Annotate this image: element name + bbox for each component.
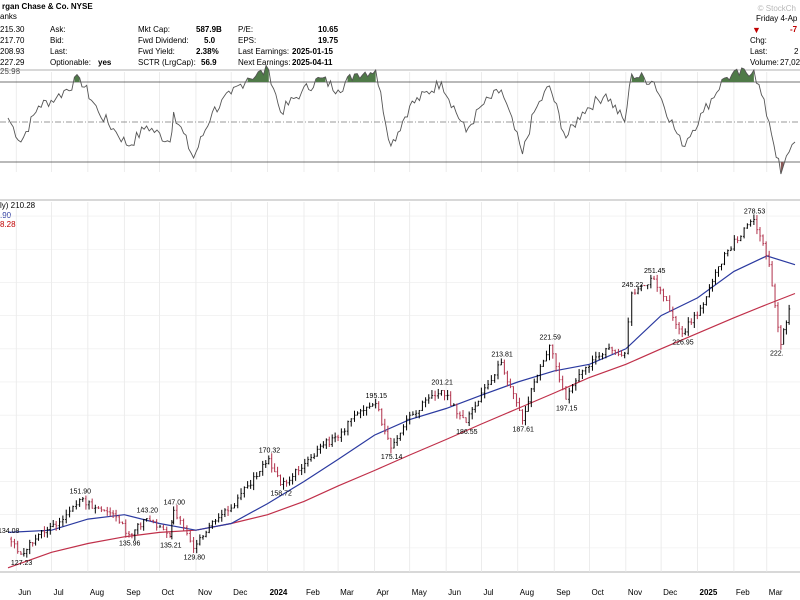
- x-tick-label: Jul: [53, 588, 63, 597]
- down-arrow-icon: ▼: [752, 25, 761, 35]
- price-annotation: 187.61: [512, 426, 534, 433]
- optionable-value: yes: [98, 58, 112, 67]
- x-tick-label: Aug: [90, 588, 104, 597]
- last-earnings-value: 2025-01-15: [292, 47, 333, 56]
- rsi-value-label: 25.98: [0, 67, 21, 76]
- last-earnings-label: Last Earnings:: [238, 47, 290, 56]
- x-tick-label: Feb: [306, 588, 320, 597]
- price-annotation: 213.81: [491, 351, 513, 358]
- watermark-logo: © StockCh: [757, 4, 796, 13]
- price-annotation: 134.08: [0, 528, 20, 535]
- price-annotation: 147.00: [164, 499, 186, 506]
- sctr-value: 56.9: [201, 58, 217, 67]
- price-annotation: 135.21: [160, 542, 182, 549]
- ticker-title: rgan Chase & Co. NYSE: [2, 2, 93, 11]
- price-annotation: 143.20: [137, 508, 159, 515]
- x-tick-label: Mar: [340, 588, 354, 597]
- sector-label: anks: [0, 12, 17, 21]
- price-annotation: 170.32: [259, 448, 281, 455]
- next-earnings-label: Next Earnings:: [238, 58, 291, 67]
- x-tick-label: Sep: [556, 588, 571, 597]
- x-tick-label: Jun: [18, 588, 31, 597]
- change-label: Chg:: [750, 36, 767, 45]
- eps-label: EPS:: [238, 36, 257, 45]
- optionable-label: Optionable:: [50, 58, 91, 67]
- x-tick-label: Apr: [376, 588, 389, 597]
- price-annotation: 151.90: [70, 488, 92, 495]
- x-tick-label: Mar: [769, 588, 783, 597]
- ask-value: 215.30: [0, 25, 25, 34]
- x-tick-label: Oct: [591, 588, 604, 597]
- mktcap-value: 587.9B: [196, 25, 222, 34]
- rsi-overbought-fill: [347, 70, 376, 82]
- date-label: Friday 4-Ap: [756, 14, 798, 23]
- price-annotation: 158.72: [271, 490, 293, 497]
- sctr-label: SCTR (LrgCap):: [138, 58, 196, 67]
- x-tick-label: Oct: [162, 588, 175, 597]
- ask-label: Ask:: [50, 25, 66, 34]
- x-tick-label: 2024: [270, 588, 288, 597]
- bid-value: 217.70: [0, 36, 25, 45]
- rsi-overbought-fill: [74, 74, 80, 82]
- x-tick-label: Dec: [663, 588, 677, 597]
- x-tick-label: 2025: [700, 588, 718, 597]
- row4-price: 227.29: [0, 58, 25, 67]
- x-tick-label: Dec: [233, 588, 247, 597]
- price-legend-main: ly) 210.28: [0, 201, 36, 210]
- price-annotation: 127.23: [11, 560, 33, 567]
- price-legend-ma50: .90: [0, 211, 12, 220]
- x-tick-label: Jun: [448, 588, 461, 597]
- price-annotation: 221.59: [540, 334, 562, 341]
- price-annotation: 245.22: [622, 282, 644, 289]
- pe-value: 10.65: [318, 25, 339, 34]
- rsi-overbought-fill: [631, 72, 645, 82]
- fwd-dividend-label: Fwd Dividend:: [138, 36, 189, 45]
- volume-value: 27,02: [780, 58, 800, 67]
- ma200-line: [7, 292, 796, 569]
- x-tick-label: Aug: [520, 588, 534, 597]
- price-annotation: 251.45: [644, 268, 666, 275]
- bid-label: Bid:: [50, 36, 64, 45]
- x-tick-label: Feb: [736, 588, 750, 597]
- price-annotation: 197.15: [556, 405, 578, 412]
- ma50-line: [7, 255, 796, 533]
- eps-value: 19.75: [318, 36, 339, 45]
- price-annotation: 186.55: [456, 429, 478, 436]
- rsi-overbought-fill: [247, 65, 269, 82]
- fwd-yield-label: Fwd Yield:: [138, 47, 175, 56]
- last-label: Last:: [50, 47, 68, 56]
- x-tick-label: Nov: [628, 588, 642, 597]
- mktcap-label: Mkt Cap:: [138, 25, 171, 34]
- pe-label: P/E:: [238, 25, 254, 34]
- price-annotation: 195.15: [366, 393, 388, 400]
- x-tick-label: Jul: [483, 588, 493, 597]
- x-tick-label: May: [412, 588, 427, 597]
- next-earnings-value: 2025-04-11: [292, 58, 333, 67]
- price-annotation: 175.14: [381, 454, 403, 461]
- x-tick-label: Nov: [198, 588, 212, 597]
- price-annotation: 222.: [770, 350, 784, 357]
- x-tick-label: Sep: [126, 588, 141, 597]
- last2-value: 2: [794, 47, 799, 56]
- price-annotation: 226.95: [672, 339, 694, 346]
- last2-label: Last:: [750, 47, 768, 56]
- price-annotation: 135.96: [119, 541, 141, 548]
- fwd-yield-value: 2.38%: [196, 47, 219, 56]
- rsi-overbought-fill: [721, 67, 754, 82]
- last-value: 208.93: [0, 47, 25, 56]
- price-legend-ma200: 8.28: [0, 220, 16, 229]
- fwd-dividend-value: 5.0: [204, 36, 216, 45]
- price-annotation: 201.21: [431, 379, 453, 386]
- price-annotation: 129.80: [184, 554, 206, 561]
- change-value: -7: [790, 25, 798, 34]
- rsi-line: [7, 64, 796, 175]
- price-annotation: 278.53: [744, 208, 766, 215]
- volume-label: Volume:: [750, 58, 779, 67]
